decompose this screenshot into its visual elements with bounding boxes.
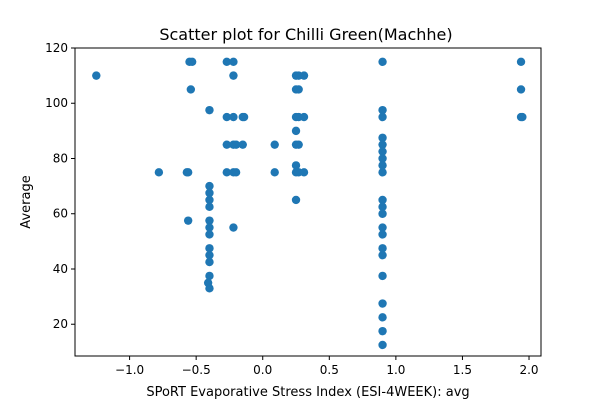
data-point	[231, 168, 241, 177]
data-point	[299, 112, 309, 122]
data-point	[92, 71, 101, 80]
data-point	[183, 216, 193, 225]
data-point	[378, 299, 387, 308]
x-tick-label: 2.0	[519, 363, 538, 377]
x-tick-label: −0.5	[182, 363, 211, 377]
plot-frame	[74, 47, 542, 357]
x-axis-label: SPoRT Evaporative Stress Index (ESI-4WEE…	[146, 385, 469, 400]
data-point	[516, 57, 526, 67]
data-point	[378, 223, 387, 232]
data-point	[378, 140, 387, 149]
data-point	[205, 202, 214, 212]
data-point	[378, 112, 387, 122]
data-point	[378, 105, 387, 115]
data-point	[378, 209, 387, 218]
data-point	[186, 85, 196, 94]
x-tick-label: 1.5	[453, 363, 472, 377]
data-points	[92, 57, 527, 350]
data-point	[205, 257, 214, 267]
data-point	[154, 168, 164, 177]
data-point	[205, 181, 214, 191]
data-point	[378, 133, 387, 142]
data-point	[378, 168, 387, 177]
data-point	[229, 223, 238, 232]
data-point	[299, 168, 309, 177]
data-point	[518, 112, 527, 122]
x-tick-label: −1.0	[115, 363, 144, 377]
data-point	[205, 188, 214, 198]
data-point	[378, 147, 387, 156]
data-point	[229, 71, 238, 80]
data-point	[205, 271, 214, 281]
data-point	[231, 140, 241, 149]
y-tick-label: 120	[45, 41, 68, 55]
data-point	[291, 161, 301, 170]
data-point	[187, 57, 197, 67]
y-tick-label: 20	[53, 317, 68, 331]
data-point	[205, 195, 214, 205]
data-point	[205, 105, 214, 115]
y-tick-label: 60	[53, 207, 68, 221]
data-point	[222, 112, 231, 122]
x-tick-label: 0.0	[253, 363, 272, 377]
y-tick-label: 100	[45, 96, 68, 110]
x-axis-ticks: −1.0 −0.5 0.0 0.5 1.0 1.5 2.0	[115, 356, 539, 377]
x-tick-label: 0.5	[320, 363, 339, 377]
data-point	[378, 57, 387, 67]
data-point	[222, 57, 231, 67]
data-point	[378, 195, 387, 205]
data-point	[294, 140, 303, 149]
data-point	[299, 71, 309, 80]
data-point	[378, 326, 387, 336]
data-point	[378, 154, 387, 163]
data-point	[205, 250, 214, 260]
data-point	[378, 230, 387, 239]
data-point	[229, 57, 238, 67]
data-point	[291, 126, 301, 136]
data-point	[203, 278, 213, 287]
data-point	[205, 223, 214, 232]
data-point	[378, 244, 387, 253]
y-tick-label: 80	[53, 151, 68, 165]
data-point	[516, 85, 526, 94]
y-tick-label: 40	[53, 262, 68, 276]
data-point	[378, 313, 387, 322]
data-point	[222, 140, 231, 149]
data-point	[291, 195, 301, 205]
data-point	[270, 140, 279, 149]
data-point	[183, 168, 193, 177]
data-point	[270, 168, 279, 177]
data-point	[378, 271, 387, 281]
y-axis-label: Average	[19, 175, 34, 228]
data-point	[205, 244, 214, 253]
data-point	[205, 230, 214, 239]
data-point	[294, 85, 303, 94]
x-tick-label: 1.0	[386, 363, 405, 377]
y-axis-ticks: 20 40 60 80 100 120	[45, 41, 75, 331]
data-point	[222, 168, 231, 177]
data-point	[378, 250, 387, 260]
data-point	[378, 340, 387, 350]
data-point	[239, 112, 249, 122]
data-point	[205, 216, 214, 225]
chart-title: Scatter plot for Chilli Green(Machhe)	[159, 25, 452, 44]
data-point	[378, 161, 387, 170]
data-point	[378, 202, 387, 212]
data-point	[238, 140, 247, 149]
data-point	[229, 112, 238, 122]
